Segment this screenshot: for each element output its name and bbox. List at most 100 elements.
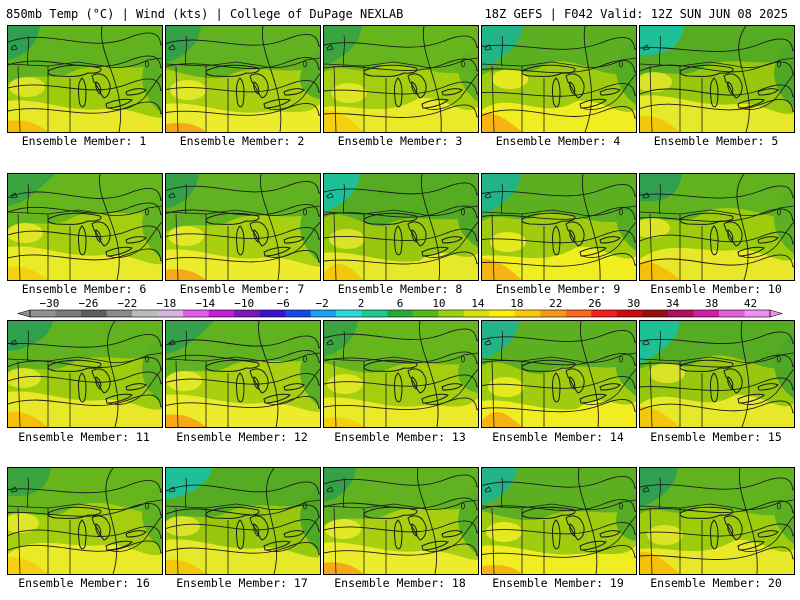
map-image — [482, 321, 636, 427]
colorbar-frame — [29, 309, 771, 318]
colorbar-tick-label: 30 — [627, 297, 640, 310]
colorbar-swatch — [642, 310, 669, 317]
colorbar-swatch — [259, 310, 286, 317]
map-image — [324, 174, 478, 280]
ensemble-member-label: Ensemble Member: 17 — [176, 576, 308, 590]
map-image — [166, 174, 320, 280]
map-image — [8, 468, 162, 574]
ensemble-member-map — [481, 25, 637, 133]
map-image — [482, 468, 636, 574]
ensemble-member-label: Ensemble Member: 20 — [650, 576, 782, 590]
colorbar-swatch — [591, 310, 618, 317]
temperature-colorbar: −30 −26 −22 −18 −14 −10 −6 −2 2 6 10 14 18 22 26 30 34 38… — [0, 296, 800, 320]
colorbar-swatch — [463, 310, 490, 317]
map-image — [482, 174, 636, 280]
colorbar-swatch — [208, 310, 235, 317]
colorbar-swatch — [540, 310, 567, 317]
colorbar-swatch — [718, 310, 745, 317]
ensemble-member-map — [165, 25, 321, 133]
ensemble-member-label: Ensemble Member: 7 — [179, 282, 305, 296]
ensemble-member-label: Ensemble Member: 8 — [337, 282, 463, 296]
colorbar-swatch — [183, 310, 210, 317]
map-image — [640, 321, 794, 427]
colorbar-tick-label: 18 — [510, 297, 523, 310]
ensemble-member-map — [481, 467, 637, 575]
colorbar-svg: −30 −26 −22 −18 −14 −10 −6 −2 2 6 10 14 18 22 26 30 34 38… — [16, 297, 784, 318]
ensemble-member-map — [165, 467, 321, 575]
ensemble-member-label: Ensemble Member: 3 — [337, 134, 463, 148]
colorbar-swatch — [438, 310, 465, 317]
map-image — [8, 26, 162, 132]
ensemble-member-map — [323, 320, 479, 428]
colorbar-swatch — [132, 310, 159, 317]
map-image — [640, 468, 794, 574]
ensemble-member-map — [7, 25, 163, 133]
ensemble-member-label: Ensemble Member: 5 — [653, 134, 779, 148]
ensemble-member-map — [323, 467, 479, 575]
map-image — [166, 321, 320, 427]
map-image — [166, 468, 320, 574]
colorbar-tick-label: −2 — [315, 297, 328, 310]
ensemble-member-map — [639, 173, 795, 281]
colorbar-swatch — [616, 310, 643, 317]
ensemble-member-map — [639, 25, 795, 133]
colorbar-tick-label: −22 — [117, 297, 137, 310]
ensemble-member-map — [323, 25, 479, 133]
colorbar-max-arrow — [769, 309, 784, 318]
ensemble-member-map — [639, 320, 795, 428]
colorbar-tick-label: −6 — [277, 297, 290, 310]
ensemble-member-label: Ensemble Member: 18 — [334, 576, 466, 590]
colorbar-swatch — [667, 310, 694, 317]
colorbar-swatch — [744, 310, 771, 317]
colorbar-tick-label: 42 — [744, 297, 757, 310]
colorbar-swatch — [285, 310, 312, 317]
colorbar-swatch — [106, 310, 133, 317]
map-image — [8, 321, 162, 427]
ensemble-member-map — [639, 467, 795, 575]
colorbar-swatch — [514, 310, 541, 317]
map-image — [324, 26, 478, 132]
ensemble-member-label: Ensemble Member: 6 — [21, 282, 147, 296]
ensemble-member-label: Ensemble Member: 15 — [650, 430, 782, 444]
colorbar-swatch — [234, 310, 261, 317]
map-image — [166, 26, 320, 132]
colorbar-tick-label: −30 — [40, 297, 60, 310]
colorbar-min-arrow — [16, 309, 31, 318]
colorbar-tick-label: −14 — [195, 297, 215, 310]
ensemble-member-label: Ensemble Member: 4 — [495, 134, 621, 148]
ensemble-member-map — [323, 173, 479, 281]
colorbar-swatch — [489, 310, 516, 317]
ensemble-member-map — [165, 173, 321, 281]
ensemble-member-label: Ensemble Member: 9 — [495, 282, 621, 296]
colorbar-tick-label: 38 — [705, 297, 718, 310]
model-run-info: 18Z GEFS | F042 Valid: 12Z SUN JUN 08 20… — [484, 7, 788, 21]
colorbar-tick-label: 26 — [588, 297, 601, 310]
colorbar-tick-label: 34 — [666, 297, 680, 310]
chart-title: 850mb Temp (°C) | Wind (kts) | College o… — [6, 7, 404, 21]
ensemble-member-label: Ensemble Member: 2 — [179, 134, 305, 148]
ensemble-member-label: Ensemble Member: 1 — [21, 134, 147, 148]
map-image — [324, 468, 478, 574]
colorbar-swatch — [412, 310, 439, 317]
colorbar-swatch — [310, 310, 337, 317]
map-image — [482, 26, 636, 132]
ensemble-member-label: Ensemble Member: 16 — [18, 576, 150, 590]
colorbar-swatch — [81, 310, 108, 317]
colorbar-swatch — [565, 310, 592, 317]
colorbar-tick-label: 22 — [549, 297, 562, 310]
map-image — [640, 26, 794, 132]
colorbar-tick-label: −18 — [156, 297, 176, 310]
ensemble-member-label: Ensemble Member: 10 — [650, 282, 782, 296]
ensemble-member-label: Ensemble Member: 12 — [176, 430, 308, 444]
ensemble-member-map — [481, 173, 637, 281]
colorbar-swatch — [693, 310, 720, 317]
ensemble-member-label: Ensemble Member: 11 — [18, 430, 150, 444]
colorbar-tick-label: 14 — [471, 297, 485, 310]
colorbar-tick-label: −26 — [78, 297, 98, 310]
colorbar-swatch — [55, 310, 82, 317]
colorbar-swatch — [336, 310, 363, 317]
colorbar-tick-label: 6 — [397, 297, 404, 310]
colorbar-swatch — [387, 310, 414, 317]
ensemble-member-map — [7, 173, 163, 281]
map-image — [640, 174, 794, 280]
